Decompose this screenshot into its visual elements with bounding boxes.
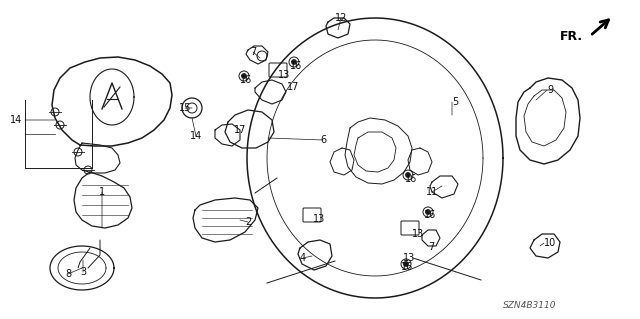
Text: 16: 16 <box>405 174 417 184</box>
Text: 9: 9 <box>547 85 553 95</box>
Circle shape <box>406 173 410 177</box>
Text: 4: 4 <box>300 253 306 263</box>
Text: 13: 13 <box>313 214 325 224</box>
Text: 16: 16 <box>401 262 413 272</box>
Text: 17: 17 <box>287 82 299 92</box>
Text: 1: 1 <box>99 187 105 197</box>
Circle shape <box>241 73 246 78</box>
Text: 8: 8 <box>65 269 71 279</box>
Text: 2: 2 <box>245 217 251 227</box>
Text: 16: 16 <box>240 75 252 85</box>
Text: 10: 10 <box>544 238 556 248</box>
Circle shape <box>291 60 296 64</box>
Text: 16: 16 <box>290 61 302 71</box>
Text: 13: 13 <box>412 229 424 239</box>
Text: 7: 7 <box>428 242 434 252</box>
Text: FR.: FR. <box>560 29 583 42</box>
Text: 7: 7 <box>250 47 256 57</box>
Text: 16: 16 <box>424 210 436 220</box>
Text: 5: 5 <box>452 97 458 107</box>
Circle shape <box>426 210 431 214</box>
Text: 14: 14 <box>10 115 22 125</box>
Text: 11: 11 <box>426 187 438 197</box>
Text: 17: 17 <box>234 125 246 135</box>
Circle shape <box>403 262 408 266</box>
Text: 12: 12 <box>335 13 347 23</box>
Text: 15: 15 <box>179 103 191 113</box>
Text: 14: 14 <box>190 131 202 141</box>
Text: 13: 13 <box>403 253 415 263</box>
Text: 3: 3 <box>80 267 86 277</box>
Text: 6: 6 <box>320 135 326 145</box>
Text: SZN4B3110: SZN4B3110 <box>503 300 557 309</box>
Text: 13: 13 <box>278 70 290 80</box>
